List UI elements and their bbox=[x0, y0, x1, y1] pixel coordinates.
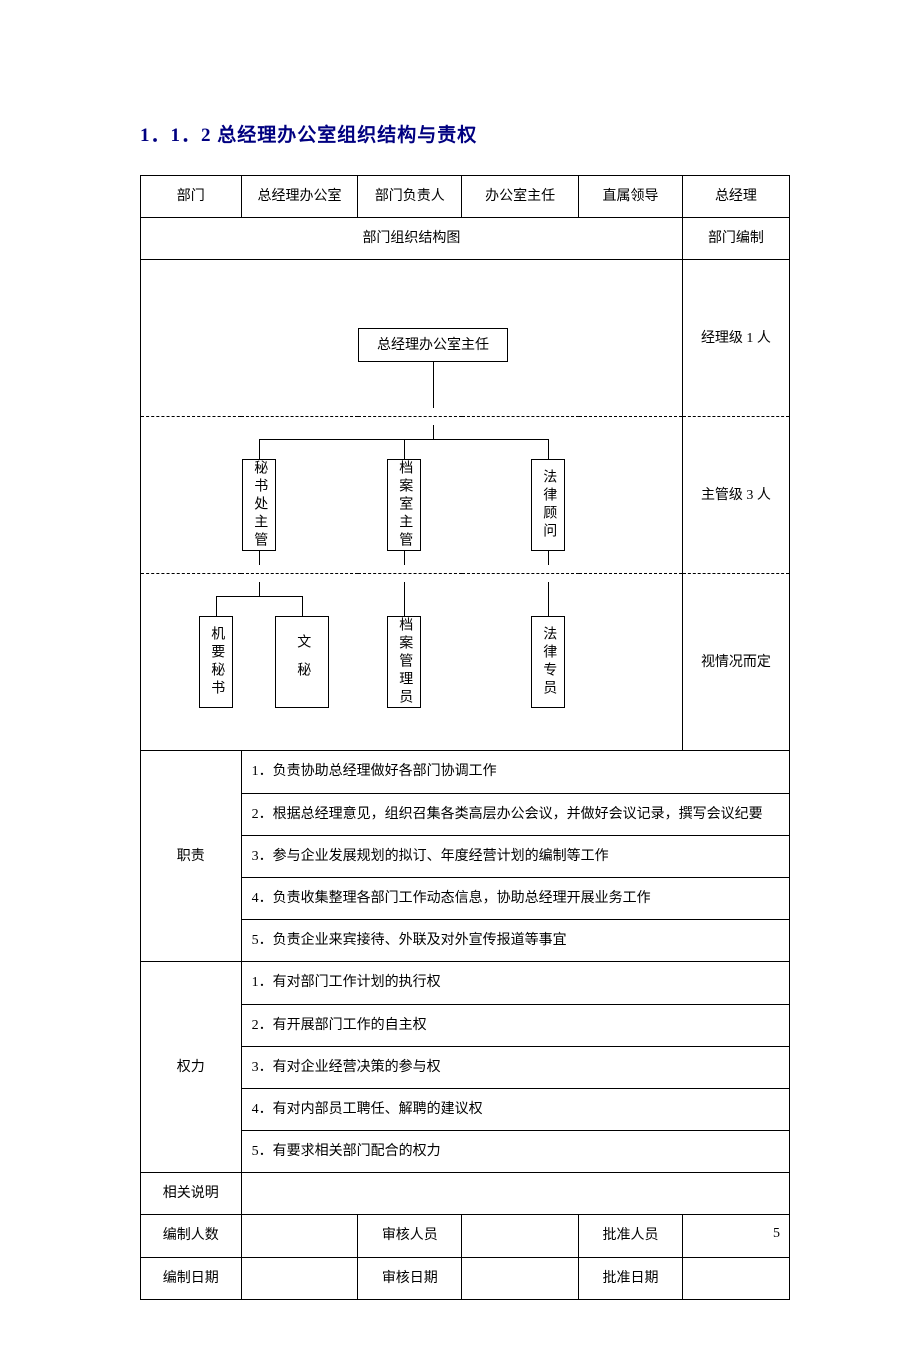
duties-label: 职责 bbox=[141, 751, 242, 962]
org-top-box: 总经理办公室主任 bbox=[358, 328, 508, 362]
duty-item: 1．负责协助总经理做好各部门协调工作 bbox=[241, 751, 789, 793]
section-title: 1．1．2 总经理办公室组织结构与责权 bbox=[140, 120, 790, 147]
power-item: 5．有要求相关部门配合的权力 bbox=[241, 1131, 789, 1173]
org-l2-label3: 法律顾问 bbox=[537, 469, 559, 541]
org-l2-box1: 秘书处主管 bbox=[242, 459, 276, 551]
connector bbox=[404, 582, 405, 596]
connector bbox=[404, 596, 405, 616]
connector bbox=[548, 551, 549, 565]
org-l2-label1: 秘书处主管 bbox=[248, 460, 270, 550]
power-row: 权力 1．有对部门工作计划的执行权 bbox=[141, 962, 790, 1004]
org-level3-side: 视情况而定 bbox=[682, 574, 789, 751]
org-l3-label4: 法律专员 bbox=[537, 626, 559, 698]
connector bbox=[433, 425, 434, 439]
org-top-label: 总经理办公室主任 bbox=[377, 333, 489, 358]
connector bbox=[259, 439, 260, 459]
org-l3-box4: 法律专员 bbox=[531, 616, 565, 708]
ft-reviewed-date-label: 审核日期 bbox=[358, 1257, 462, 1299]
org-l3-box3: 档案管理员 bbox=[387, 616, 421, 708]
hdr-leader-val: 总经理 bbox=[682, 176, 789, 218]
power-item: 3．有对企业经营决策的参与权 bbox=[241, 1046, 789, 1088]
ft-prepared-date-val bbox=[241, 1257, 358, 1299]
org-l3-box2: 文秘 bbox=[275, 616, 329, 708]
footer-row1: 编制人数 审核人员 批准人员 bbox=[141, 1215, 790, 1257]
connector bbox=[259, 551, 260, 565]
ft-approved-by-label: 批准人员 bbox=[579, 1215, 683, 1257]
ft-approved-date-label: 批准日期 bbox=[579, 1257, 683, 1299]
org-l3-label3: 档案管理员 bbox=[393, 617, 415, 707]
hdr-dept-val: 总经理办公室 bbox=[241, 176, 358, 218]
org-level1-side: 经理级 1 人 bbox=[682, 260, 789, 417]
duty-item: 2．根据总经理意见，组织召集各类高层办公会议，并做好会议记录，撰写会议纪要 bbox=[241, 793, 789, 835]
hdr-head: 部门负责人 bbox=[358, 176, 462, 218]
power-item: 1．有对部门工作计划的执行权 bbox=[241, 962, 789, 1004]
hdr-dept: 部门 bbox=[141, 176, 242, 218]
hdr-head-val: 办公室主任 bbox=[462, 176, 579, 218]
duty-item: 4．负责收集整理各部门工作动态信息，协助总经理开展业务工作 bbox=[241, 877, 789, 919]
notes-row: 相关说明 bbox=[141, 1173, 790, 1215]
connector bbox=[216, 596, 302, 597]
connector bbox=[433, 362, 434, 408]
subheader-row: 部门组织结构图 部门编制 bbox=[141, 218, 790, 260]
notes-value bbox=[241, 1173, 789, 1215]
power-item: 2．有开展部门工作的自主权 bbox=[241, 1004, 789, 1046]
ft-approved-date-val bbox=[682, 1257, 789, 1299]
ft-reviewed-date-val bbox=[462, 1257, 579, 1299]
connector bbox=[302, 596, 303, 616]
org-l3-label2: 文秘 bbox=[291, 634, 313, 690]
org-level3-row: 机要秘书 文秘 档案管理员 法律专员 视情况而定 bbox=[141, 574, 790, 751]
org-chart-header: 部门组织结构图 bbox=[141, 218, 683, 260]
ft-prepared-date-label: 编制日期 bbox=[141, 1257, 242, 1299]
connector bbox=[548, 439, 549, 459]
connector bbox=[548, 596, 549, 616]
org-l2-box2: 档案室主管 bbox=[387, 459, 421, 551]
connector bbox=[259, 582, 260, 596]
structure-table: 部门 总经理办公室 部门负责人 办公室主任 直属领导 总经理 部门组织结构图 部… bbox=[140, 175, 790, 1300]
ft-reviewed-by-label: 审核人员 bbox=[358, 1215, 462, 1257]
org-l3-label1: 机要秘书 bbox=[205, 626, 227, 698]
connector bbox=[216, 596, 217, 616]
duty-item: 3．参与企业发展规划的拟订、年度经营计划的编制等工作 bbox=[241, 835, 789, 877]
notes-label: 相关说明 bbox=[141, 1173, 242, 1215]
connector bbox=[404, 439, 405, 459]
powers-label: 权力 bbox=[141, 962, 242, 1173]
connector bbox=[404, 551, 405, 565]
ft-prepared-by-label: 编制人数 bbox=[141, 1215, 242, 1257]
ft-prepared-by-val bbox=[241, 1215, 358, 1257]
org-l3-box1: 机要秘书 bbox=[199, 616, 233, 708]
power-item: 4．有对内部员工聘任、解聘的建议权 bbox=[241, 1088, 789, 1130]
duty-item: 5．负责企业来宾接待、外联及对外宣传报道等事宜 bbox=[241, 920, 789, 962]
page-number: 5 bbox=[773, 1226, 780, 1242]
org-level2-side: 主管级 3 人 bbox=[682, 417, 789, 574]
footer-row2: 编制日期 审核日期 批准日期 bbox=[141, 1257, 790, 1299]
org-level2-row: 秘书处主管 档案室主管 法律顾问 主管级 3 人 bbox=[141, 417, 790, 574]
header-row: 部门 总经理办公室 部门负责人 办公室主任 直属领导 总经理 bbox=[141, 176, 790, 218]
hdr-leader: 直属领导 bbox=[579, 176, 683, 218]
org-level1-row: 总经理办公室主任 经理级 1 人 bbox=[141, 260, 790, 417]
duty-row: 职责 1．负责协助总经理做好各部门协调工作 bbox=[141, 751, 790, 793]
ft-reviewed-by-val bbox=[462, 1215, 579, 1257]
org-l2-box3: 法律顾问 bbox=[531, 459, 565, 551]
org-l2-label2: 档案室主管 bbox=[393, 460, 415, 550]
connector bbox=[548, 582, 549, 596]
staffing-header: 部门编制 bbox=[682, 218, 789, 260]
